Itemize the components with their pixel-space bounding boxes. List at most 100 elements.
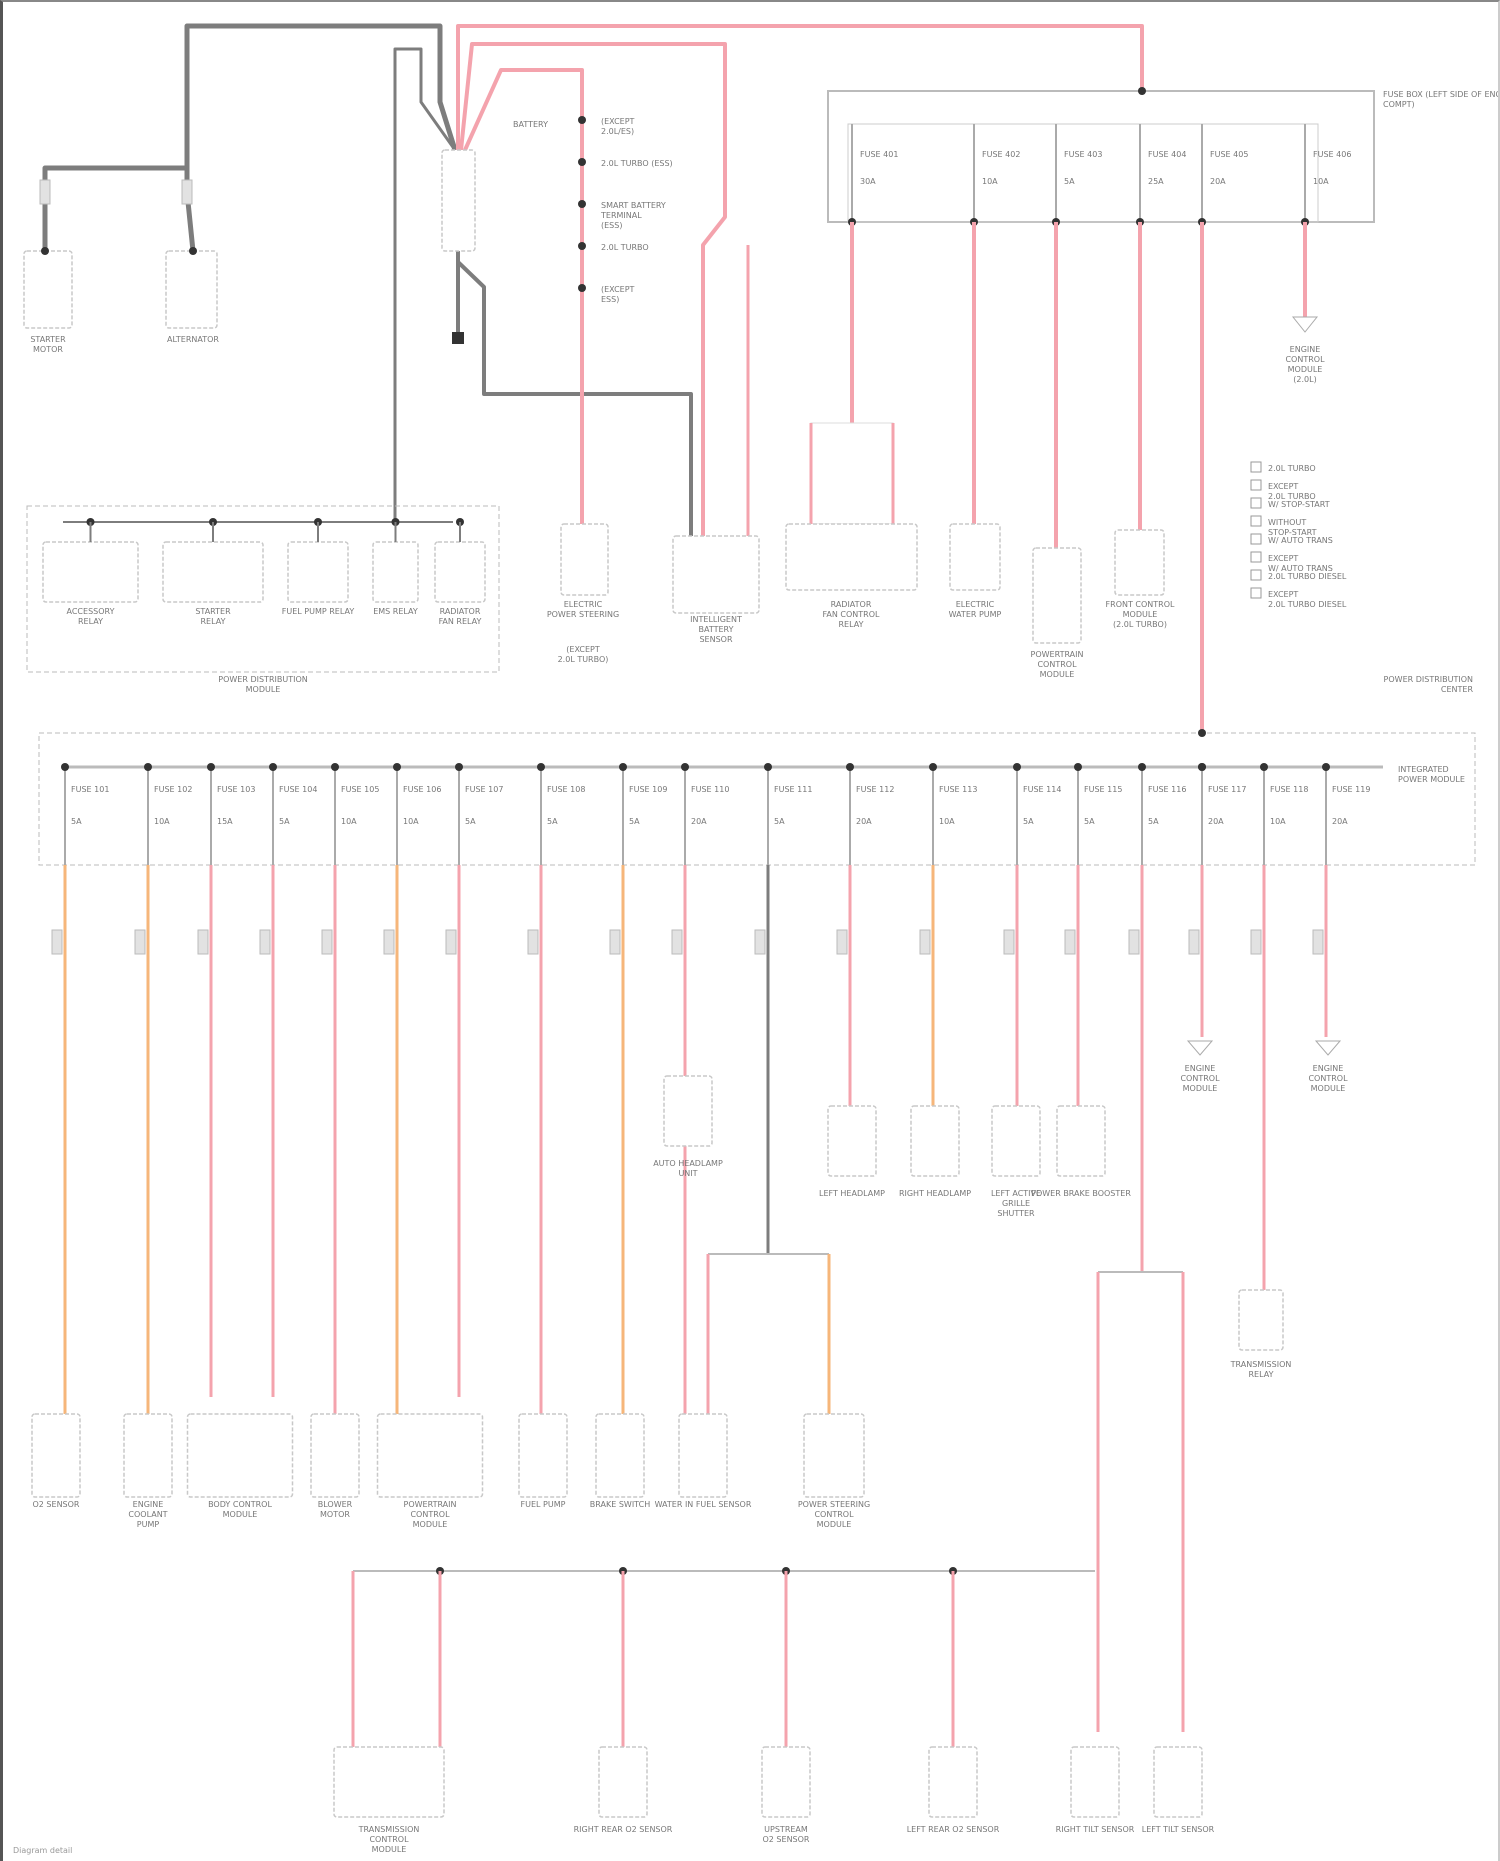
load-component bbox=[123, 1413, 173, 1498]
powertrain-control-module bbox=[1032, 547, 1082, 644]
pdm-feed-cable bbox=[393, 47, 457, 524]
label: FUSE 110 bbox=[691, 785, 729, 794]
label: EXCEPT W/ AUTO TRANS bbox=[1268, 554, 1333, 573]
pdm-relay bbox=[162, 541, 264, 603]
alternator bbox=[165, 250, 218, 329]
label: (EXCEPT 2.0L TURBO) bbox=[558, 645, 609, 664]
connector-icon bbox=[1186, 1040, 1214, 1056]
label: 10A bbox=[1313, 177, 1329, 186]
label: LEFT REAR O2 SENSOR bbox=[907, 1825, 1000, 1834]
connector-icon bbox=[1312, 929, 1324, 955]
label: ACCESSORY RELAY bbox=[67, 607, 115, 626]
load-component bbox=[31, 1413, 81, 1498]
label: W/ STOP-START bbox=[1268, 500, 1330, 509]
splice-dot bbox=[1198, 729, 1206, 737]
load-component bbox=[827, 1105, 877, 1177]
label: ALTERNATOR bbox=[167, 335, 219, 344]
load-component bbox=[803, 1413, 865, 1498]
label: FUSE 111 bbox=[774, 785, 812, 794]
label: 20A bbox=[856, 817, 872, 826]
label: AUTO HEADLAMP UNIT bbox=[653, 1159, 723, 1178]
splice-dot bbox=[455, 763, 463, 771]
label: BODY CONTROL MODULE bbox=[208, 1500, 272, 1519]
connector-icon bbox=[445, 929, 457, 955]
label: FUSE BOX (LEFT SIDE OF ENGINECOMPT) bbox=[1383, 90, 1500, 109]
wiring-diagram-canvas: BATTERY (EXCEPT 2.0L/ES) 2.0L TURBO (ESS) SM… bbox=[23, 23, 1500, 1854]
load-component bbox=[518, 1413, 568, 1498]
label: FUSE 119 bbox=[1332, 785, 1370, 794]
label: STARTER RELAY bbox=[195, 607, 231, 626]
label: WATER IN FUEL SENSOR bbox=[655, 1500, 752, 1509]
label: 20A bbox=[691, 817, 707, 826]
label: 5A bbox=[774, 817, 785, 826]
splice-dot bbox=[1074, 763, 1082, 771]
label: 30A bbox=[860, 177, 876, 186]
ibs-ground-cable bbox=[456, 260, 693, 542]
label: ENGINE CONTROL MODULE bbox=[1308, 1064, 1348, 1093]
label: FUSE 105 bbox=[341, 785, 379, 794]
splice-dot bbox=[619, 763, 627, 771]
splice-dot bbox=[331, 763, 339, 771]
legend-swatch bbox=[1250, 533, 1262, 545]
transmission-relay bbox=[1238, 1289, 1284, 1351]
eps-feed bbox=[463, 68, 584, 524]
label: FUSE 116 bbox=[1148, 785, 1186, 794]
load-component bbox=[186, 1413, 294, 1498]
connector-icon bbox=[609, 929, 621, 955]
connector-icon bbox=[1003, 929, 1015, 955]
label: FUSE 404 bbox=[1148, 150, 1186, 159]
label: 20A bbox=[1210, 177, 1226, 186]
legend-swatch bbox=[1250, 569, 1262, 581]
label: 5A bbox=[629, 817, 640, 826]
label: 5A bbox=[1148, 817, 1159, 826]
label: 2.0L TURBO DIESEL bbox=[1268, 572, 1347, 581]
label: FUSE 115 bbox=[1084, 785, 1122, 794]
upper-fuse-box-inner bbox=[847, 123, 1319, 223]
label: RADIATOR FAN CONTROL RELAY bbox=[823, 600, 880, 629]
relay-bracket bbox=[810, 422, 894, 525]
load-component bbox=[1056, 1105, 1106, 1177]
label: INTEGRATED POWER MODULE bbox=[1398, 765, 1465, 784]
lower-fuse-box bbox=[38, 732, 1476, 866]
connector-icon bbox=[1128, 929, 1140, 955]
label: INTELLIGENT BATTERY SENSOR bbox=[690, 615, 742, 644]
label: POWERTRAIN CONTROL MODULE bbox=[404, 1500, 457, 1529]
connector-icon bbox=[754, 929, 766, 955]
splice-dot bbox=[764, 763, 772, 771]
label: 15A bbox=[217, 817, 233, 826]
power-distribution-module-outline bbox=[26, 505, 500, 673]
splice-dot bbox=[1260, 763, 1268, 771]
label: ELECTRIC WATER PUMP bbox=[949, 600, 1002, 619]
splice-dot bbox=[578, 158, 586, 166]
label: FUSE 104 bbox=[279, 785, 317, 794]
label: BLOWER MOTOR bbox=[318, 1500, 353, 1519]
load-component bbox=[1070, 1746, 1120, 1818]
legend-swatch bbox=[1250, 587, 1262, 599]
label: LEFT TILT SENSOR bbox=[1142, 1825, 1215, 1834]
connector-icon bbox=[1250, 929, 1262, 955]
splice-dot bbox=[41, 247, 49, 255]
label: BRAKE SWITCH bbox=[590, 1500, 650, 1509]
connector-icon bbox=[671, 929, 683, 955]
front-control-module bbox=[1114, 529, 1165, 596]
load-component bbox=[910, 1105, 960, 1177]
load-component bbox=[376, 1413, 484, 1498]
pdm-relay bbox=[42, 541, 139, 603]
label: 20A bbox=[1332, 817, 1348, 826]
splice-dot bbox=[269, 763, 277, 771]
label: RIGHT TILT SENSOR bbox=[1056, 1825, 1135, 1834]
connector-icon bbox=[1064, 929, 1076, 955]
label: FUSE 109 bbox=[629, 785, 667, 794]
pdm-relay bbox=[434, 541, 486, 603]
label: POWER DISTRIBUTION CENTER bbox=[1384, 675, 1474, 694]
main-power-feed bbox=[456, 24, 1144, 150]
label: FUSE 405 bbox=[1210, 150, 1248, 159]
label: 2.0L TURBO (ESS) bbox=[601, 159, 673, 168]
legend-swatch bbox=[1250, 515, 1262, 527]
load-component bbox=[333, 1746, 445, 1818]
label: EXCEPT 2.0L TURBO DIESEL bbox=[1268, 590, 1347, 609]
label: UPSTREAM O2 SENSOR bbox=[763, 1825, 810, 1844]
starter-alternator-cable bbox=[42, 165, 196, 252]
label: EMS RELAY bbox=[373, 607, 418, 616]
